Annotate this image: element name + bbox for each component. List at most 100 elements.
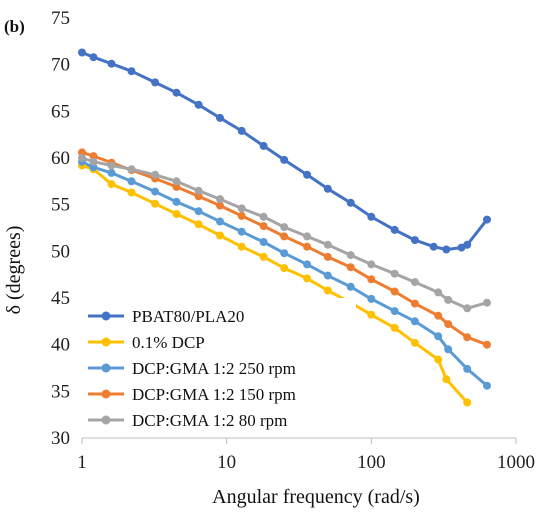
data-point [151, 78, 160, 87]
data-point [390, 323, 399, 332]
data-point [390, 287, 399, 296]
legend-label: 0.1% DCP [132, 333, 205, 352]
series-line-1 [81, 164, 469, 404]
data-point [259, 238, 268, 246]
data-point [323, 252, 332, 261]
legend-label: DCP:GMA 1:2 250 rpm [132, 359, 296, 378]
data-point [303, 274, 312, 283]
panel-label: (b) [4, 17, 25, 36]
data-point [194, 192, 203, 201]
data-point [280, 264, 289, 273]
series-points [78, 48, 491, 407]
y-tick-label: 45 [51, 288, 70, 309]
data-point [78, 154, 86, 162]
data-point [89, 163, 98, 172]
data-point [78, 148, 86, 157]
data-point [172, 197, 181, 206]
data-point [410, 299, 419, 308]
data-point [107, 180, 116, 189]
y-tick-label: 40 [51, 335, 70, 356]
data-point [367, 212, 376, 221]
legend-label: DCP:GMA 1:2 80 rpm [132, 411, 287, 430]
data-point [390, 307, 399, 316]
data-point [127, 188, 136, 197]
data-point [172, 182, 181, 191]
data-point [151, 199, 160, 208]
data-point [463, 240, 472, 249]
data-point [151, 170, 160, 179]
data-point [323, 240, 332, 249]
legend-marker [101, 415, 111, 425]
legend-label: PBAT80/PLA20 [132, 307, 244, 326]
data-point [483, 298, 491, 307]
data-point [346, 198, 355, 207]
data-point [172, 177, 181, 186]
data-point [237, 204, 246, 213]
data-point [390, 225, 399, 234]
data-point [237, 227, 246, 236]
data-point [89, 53, 98, 62]
data-point [127, 165, 136, 174]
x-tick-label: 1 [77, 452, 87, 473]
data-point [463, 364, 472, 373]
data-point [483, 340, 491, 349]
data-point [216, 113, 224, 122]
data-point [410, 236, 419, 245]
data-point [259, 222, 268, 231]
data-point [463, 398, 472, 407]
data-point [216, 217, 224, 226]
data-point [346, 282, 355, 291]
y-tick-label: 75 [51, 8, 70, 29]
legend-box [84, 298, 356, 436]
data-point [216, 231, 224, 240]
data-point [442, 375, 451, 384]
legend-marker [101, 389, 111, 399]
data-point [107, 59, 116, 68]
axes: 30 35 40 45 50 55 60 65 70 75 1 10 100 1000 [51, 8, 535, 473]
data-point [303, 260, 312, 269]
legend-marker [101, 337, 111, 347]
data-point [483, 381, 491, 390]
legend-marker [101, 311, 111, 321]
data-point [410, 278, 419, 287]
data-point [434, 288, 443, 297]
x-tick-label: 10 [217, 452, 236, 473]
data-point [434, 311, 443, 320]
data-point [127, 67, 136, 76]
legend-marker [101, 363, 111, 373]
data-point [434, 355, 443, 364]
data-point [259, 141, 268, 150]
y-tick-label: 50 [51, 241, 70, 262]
data-point [259, 252, 268, 261]
data-point [444, 320, 453, 329]
data-point [463, 304, 472, 313]
data-point [346, 263, 355, 272]
data-point [434, 332, 443, 341]
data-point [323, 271, 332, 280]
data-point [237, 211, 246, 220]
data-point [367, 260, 376, 269]
data-point [194, 207, 203, 216]
y-tick-label: 70 [51, 55, 70, 76]
legend-label: DCP:GMA 1:2 150 rpm [132, 385, 296, 404]
data-point [107, 161, 116, 170]
data-point [303, 242, 312, 251]
data-point [89, 152, 98, 161]
data-point [237, 126, 246, 135]
x-tick-label: 1000 [497, 452, 535, 473]
data-point [444, 345, 453, 354]
y-tick-label: 55 [51, 195, 70, 216]
data-point [172, 88, 181, 97]
data-point [367, 275, 376, 284]
data-point [367, 310, 376, 319]
data-point [237, 242, 246, 251]
data-point [280, 249, 289, 258]
y-tick-label: 30 [51, 428, 70, 449]
data-point [442, 245, 451, 254]
data-point [151, 187, 160, 196]
x-tick-label: 100 [357, 452, 386, 473]
data-point [410, 317, 419, 326]
data-point [280, 223, 289, 232]
data-point [390, 269, 399, 278]
